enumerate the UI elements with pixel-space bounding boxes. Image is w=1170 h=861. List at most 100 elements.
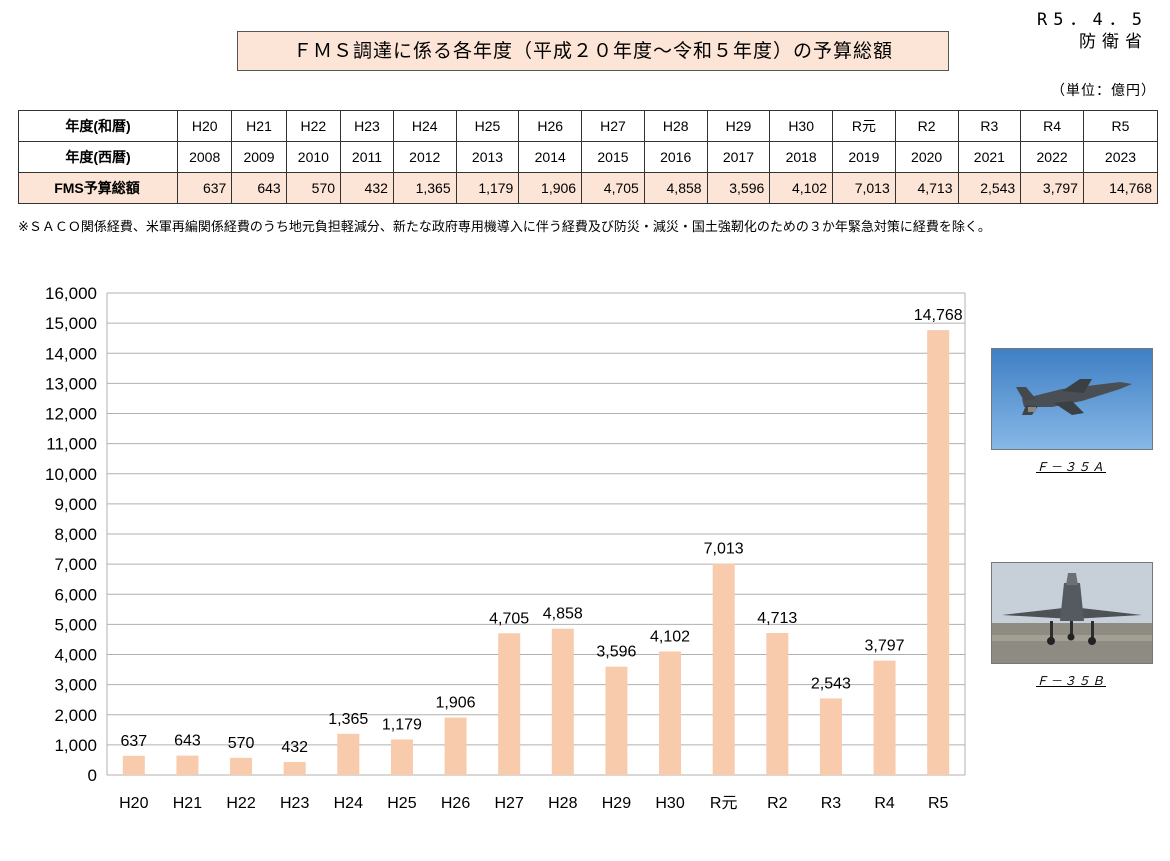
f35b-caption: Ｆ－３５Ｂ bbox=[1035, 674, 1106, 688]
f35b-aircraft-photo bbox=[991, 562, 1153, 664]
table-cell: H22 bbox=[285, 110, 342, 142]
table-cell: 2010 bbox=[285, 141, 342, 173]
x-tick-label: H29 bbox=[602, 795, 631, 812]
table-cell: 1,179 bbox=[455, 172, 520, 204]
table-cell: 2015 bbox=[581, 141, 645, 173]
table-cell: 4,858 bbox=[643, 172, 708, 204]
table-cell: 1,365 bbox=[392, 172, 457, 204]
table-cell: R5 bbox=[1082, 110, 1159, 142]
table-cell: R2 bbox=[894, 110, 959, 142]
table-cell: 2012 bbox=[392, 141, 457, 173]
page-title: ＦＭＳ調達に係る各年度（平成２０年度～令和５年度）の予算総額 bbox=[237, 31, 949, 71]
bar bbox=[551, 628, 574, 775]
row-header: 年度(和暦) bbox=[18, 110, 178, 142]
y-tick-label: 1,000 bbox=[54, 736, 97, 755]
x-tick-label: H20 bbox=[119, 795, 148, 812]
x-tick-label: R4 bbox=[874, 795, 895, 812]
bar bbox=[283, 761, 306, 775]
budget-table: 年度(和暦) H20 H21 H22 H23 H24 H25 H26 H27 H28 H29 H30 R… bbox=[18, 110, 1159, 204]
table-cell: 643 bbox=[231, 172, 287, 204]
x-tick-label: R元 bbox=[710, 795, 738, 812]
x-tick-label: H28 bbox=[548, 795, 577, 812]
bar bbox=[605, 666, 628, 775]
x-tick-label: H25 bbox=[387, 795, 416, 812]
table-cell: 2023 bbox=[1082, 141, 1159, 173]
data-label: 1,179 bbox=[382, 716, 422, 733]
y-tick-label: 11,000 bbox=[46, 435, 97, 454]
x-tick-label: H24 bbox=[334, 795, 363, 812]
wareki-row: 年度(和暦) H20 H21 H22 H23 H24 H25 H26 H27 H28 H29 H30 R… bbox=[18, 110, 1159, 142]
table-cell: 4,705 bbox=[581, 172, 645, 204]
y-tick-label: 6,000 bbox=[54, 585, 97, 604]
table-cell: 2017 bbox=[706, 141, 771, 173]
f35a-caption: Ｆ－３５Ａ bbox=[1035, 460, 1106, 474]
y-tick-label: 12,000 bbox=[45, 405, 97, 424]
table-cell: H28 bbox=[643, 110, 708, 142]
bar bbox=[819, 698, 842, 775]
x-tick-label: H26 bbox=[441, 795, 470, 812]
x-tick-label: H27 bbox=[495, 795, 524, 812]
table-cell: 3,797 bbox=[1020, 172, 1084, 204]
data-label: 2,543 bbox=[811, 675, 851, 692]
table-cell: 4,102 bbox=[769, 172, 834, 204]
bar bbox=[659, 651, 682, 775]
table-cell: 570 bbox=[285, 172, 342, 204]
table-cell: R3 bbox=[957, 110, 1022, 142]
amount-row: FMS予算総額 637 643 570 432 1,365 1,179 1,906 4,705 4… bbox=[18, 172, 1159, 204]
x-tick-label: H30 bbox=[655, 795, 684, 812]
table-cell: 7,013 bbox=[832, 172, 896, 204]
y-tick-label: 14,000 bbox=[45, 344, 97, 363]
x-tick-label: H23 bbox=[280, 795, 309, 812]
y-tick-label: 4,000 bbox=[54, 646, 97, 665]
x-tick-label: R3 bbox=[821, 795, 842, 812]
table-cell: 2,543 bbox=[957, 172, 1022, 204]
bar bbox=[122, 755, 145, 775]
unit-label: （単位：億円） bbox=[1051, 83, 1156, 99]
bar bbox=[873, 660, 896, 775]
data-label: 4,713 bbox=[757, 610, 797, 627]
y-tick-label: 0 bbox=[88, 766, 97, 785]
seireki-row: 年度(西暦) 2008 2009 2010 2011 2012 2013 2014 2015 20… bbox=[18, 141, 1159, 173]
table-cell: 2014 bbox=[518, 141, 583, 173]
data-label: 432 bbox=[281, 739, 308, 756]
table-cell: 2022 bbox=[1020, 141, 1084, 173]
data-label: 3,596 bbox=[596, 644, 636, 661]
table-cell: 637 bbox=[176, 172, 233, 204]
table-cell: 2018 bbox=[769, 141, 834, 173]
data-label: 1,365 bbox=[328, 711, 368, 728]
row-header: FMS予算総額 bbox=[18, 172, 178, 204]
table-cell: 2009 bbox=[231, 141, 287, 173]
table-cell: 2020 bbox=[894, 141, 959, 173]
table-cell: 1,906 bbox=[518, 172, 583, 204]
y-tick-label: 3,000 bbox=[54, 676, 97, 695]
table-cell: 2019 bbox=[832, 141, 896, 173]
y-tick-label: 13,000 bbox=[45, 374, 97, 393]
data-label: 4,102 bbox=[650, 628, 690, 645]
y-tick-label: 10,000 bbox=[45, 465, 97, 484]
data-label: 637 bbox=[120, 733, 147, 750]
budget-bar-chart: 0 1,000 2,000 3,000 4,000 5,000 6,000 7,000 8,00… bbox=[45, 284, 966, 812]
document-date: R5．4．5 bbox=[1037, 10, 1148, 30]
table-cell: 2013 bbox=[455, 141, 520, 173]
bar bbox=[176, 755, 199, 775]
data-label: 3,797 bbox=[865, 638, 905, 655]
bar bbox=[712, 563, 735, 775]
y-tick-label: 8,000 bbox=[54, 525, 97, 544]
y-tick-label: 5,000 bbox=[54, 615, 97, 634]
y-tick-label: 9,000 bbox=[54, 495, 97, 514]
document-header: R5．4．5 防衛省 bbox=[1037, 9, 1148, 53]
y-tick-label: 7,000 bbox=[54, 555, 97, 574]
data-label: 7,013 bbox=[704, 541, 744, 558]
table-cell: 2011 bbox=[340, 141, 394, 173]
x-tick-label: R5 bbox=[928, 795, 949, 812]
data-label: 570 bbox=[228, 735, 255, 752]
table-cell: R元 bbox=[832, 110, 896, 142]
bar bbox=[230, 757, 253, 775]
table-cell: H24 bbox=[392, 110, 457, 142]
table-cell: H23 bbox=[340, 110, 394, 142]
table-cell: H21 bbox=[231, 110, 287, 142]
data-label: 1,906 bbox=[436, 695, 476, 712]
table-cell: R4 bbox=[1020, 110, 1084, 142]
bar bbox=[498, 633, 521, 775]
table-cell: 3,596 bbox=[706, 172, 771, 204]
